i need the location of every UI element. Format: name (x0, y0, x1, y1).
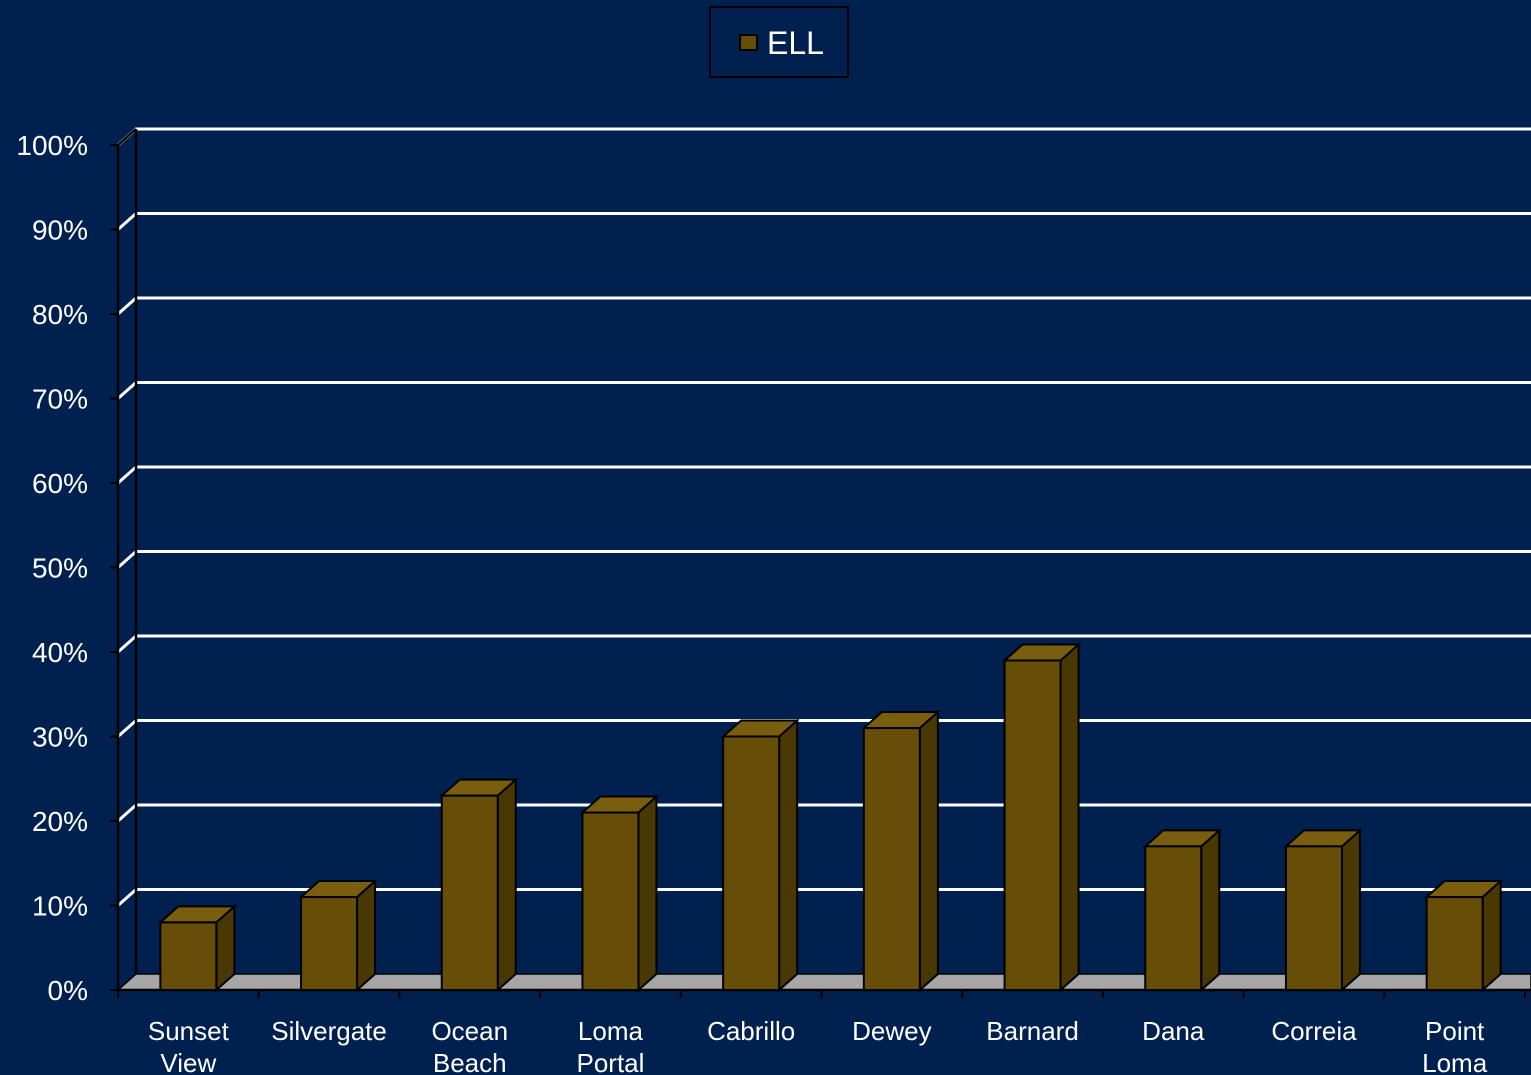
bar (579, 794, 660, 993)
gridline (117, 127, 1531, 147)
y-tick-label: 100% (16, 130, 88, 161)
bar-front (1425, 896, 1484, 991)
x-tick-label-line: Silvergate (271, 1016, 387, 1046)
x-tick-label: Dewey (852, 1016, 931, 1046)
bar (1283, 828, 1363, 993)
bar-side (1340, 828, 1361, 993)
y-tick-label: 40% (32, 637, 88, 668)
x-tick-label-line: Correia (1271, 1016, 1357, 1046)
bar-side (918, 709, 939, 993)
bar-side (1200, 828, 1221, 993)
y-tick-label: 0% (48, 975, 88, 1006)
y-tick-label: 10% (32, 891, 88, 922)
bar-front (1003, 659, 1062, 991)
legend: ELL (709, 6, 849, 78)
x-tick-label-line: Dana (1142, 1016, 1205, 1046)
x-tick-label: Point Loma (1422, 1016, 1488, 1075)
legend-swatch (739, 34, 758, 51)
bar-front (1284, 845, 1343, 991)
x-tick-label-line: Loma (1422, 1048, 1488, 1075)
gridline (117, 550, 1531, 569)
gridline (117, 634, 1531, 654)
bar-side (637, 794, 658, 993)
bar-front (581, 811, 640, 991)
x-tick-label-line: Dewey (852, 1016, 931, 1046)
y-tick-label: 50% (32, 553, 88, 584)
y-tick-label: 30% (32, 722, 88, 753)
bar-side (496, 777, 517, 993)
bar (861, 709, 941, 993)
x-tick-label: Correia (1271, 1016, 1357, 1046)
bar (1001, 642, 1082, 993)
y-tick-label: 90% (32, 215, 88, 246)
bar-front (722, 735, 781, 991)
x-tick-label-line: Barnard (986, 1016, 1079, 1046)
x-tick-label-line: Cabrillo (707, 1016, 795, 1046)
grid (117, 127, 1531, 907)
bar-front (300, 896, 359, 991)
x-tick-label-line: Ocean (431, 1016, 508, 1046)
y-tick-label: 20% (32, 806, 88, 837)
x-tick-label-line: Portal (576, 1048, 644, 1075)
bar-front (1144, 845, 1203, 991)
bar-side (778, 718, 799, 993)
y-tick-label: 60% (32, 468, 88, 499)
gridline (117, 719, 1531, 738)
x-tick-label-line: Loma (578, 1016, 644, 1046)
bars (157, 642, 1504, 993)
bar (298, 878, 378, 993)
x-tick-label: Cabrillo (707, 1016, 795, 1046)
x-tick-label-line: View (160, 1048, 216, 1075)
legend-box (709, 6, 849, 78)
bar-front (440, 794, 499, 992)
gridline (117, 296, 1531, 316)
y-tick-label: 80% (32, 299, 88, 330)
bar-side (356, 878, 377, 993)
labels: 0% 10% 20% 30% 40% 50% 60% 70% 80% 90% 100% Sunset V… (16, 130, 1487, 1075)
x-tick-label: Sunset View (148, 1016, 230, 1075)
gridline (117, 803, 1531, 823)
x-tick-label: Dana (1142, 1016, 1205, 1046)
bar-front (159, 921, 218, 992)
y-tick-label: 70% (32, 384, 88, 415)
legend-label: ELL (767, 25, 824, 61)
x-tick-label: Silvergate (271, 1016, 387, 1046)
x-tick-label-line: Sunset (148, 1016, 230, 1046)
bar-side (1481, 878, 1502, 993)
x-tick-label: Barnard (986, 1016, 1079, 1046)
gridline (117, 381, 1531, 400)
gridline (117, 212, 1531, 231)
bar-front (862, 727, 921, 991)
bar-side (1059, 642, 1080, 993)
x-tick-label-line: Point (1425, 1016, 1485, 1046)
x-tick-label: Loma Portal (576, 1016, 644, 1075)
bar (157, 904, 237, 993)
bar (1424, 878, 1504, 993)
x-tick-label-line: Beach (433, 1048, 507, 1075)
y-axis-depth (117, 128, 137, 146)
bar (1142, 828, 1222, 993)
bar (720, 718, 800, 993)
x-tick-label: Ocean Beach (431, 1016, 508, 1075)
bar (439, 777, 519, 993)
gridline (117, 465, 1531, 485)
